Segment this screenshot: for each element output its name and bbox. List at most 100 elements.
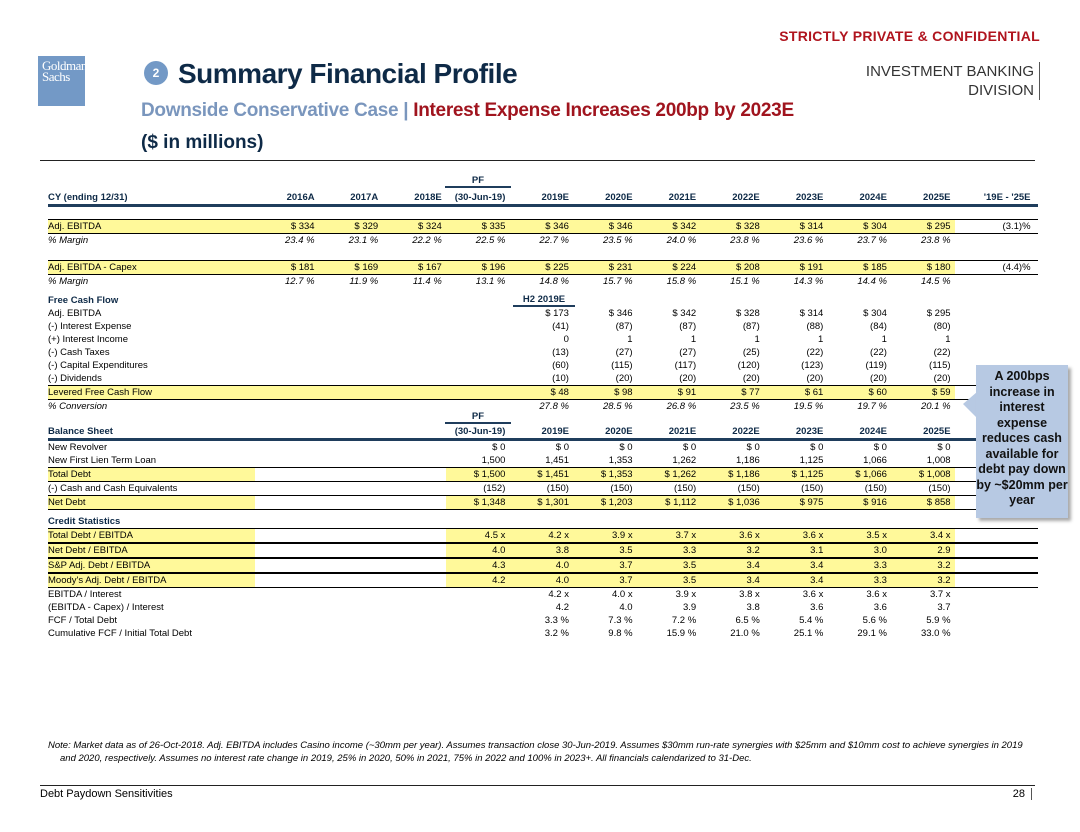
value-cell: 3.7: [572, 559, 637, 572]
value-cell: 19.5 %: [793, 401, 824, 412]
table-row: Net Debt / EBITDA 4.0 3.8 3.5 3.3 3.2 3.1 3.0 2.…: [48, 543, 1038, 558]
value-cell: [764, 515, 828, 528]
value-cell: $ 1,008: [890, 468, 955, 481]
value-cell: 23.4 %: [285, 235, 315, 246]
table-row: Adj. EBITDA $ 173 $ 346 $ 342 $ 328 $ 314 $ 30…: [48, 307, 1038, 320]
value-cell: (120): [737, 360, 760, 371]
table-row: (-) Cash and Cash Equivalents (152) (150) (…: [48, 482, 1038, 495]
value-cell: 19.7 %: [857, 401, 887, 412]
value-cell: (30-Jun-19): [454, 192, 506, 203]
value-cell: 2023E: [795, 426, 824, 437]
row-label: FCF / Total Debt: [48, 615, 117, 626]
value-cell: 1,066: [863, 455, 887, 466]
h2-2019e-label: H2 2019E: [513, 294, 575, 307]
value-cell: $ 0: [619, 442, 633, 453]
value-cell: (22): [870, 347, 887, 358]
value-cell: 3.3 %: [544, 615, 569, 626]
value-cell: (80): [933, 321, 951, 332]
value-cell: $ 858: [890, 496, 955, 509]
value-cell: (117): [674, 360, 697, 371]
row-label: Adj. EBITDA - Capex: [48, 261, 255, 274]
value-cell: [446, 400, 510, 413]
value-cell: 3.4: [700, 574, 764, 587]
cagr-cell: [955, 234, 1035, 247]
value-cell: $ 329: [318, 220, 383, 233]
value-cell: $ 1,066: [827, 468, 891, 481]
value-cell: 1: [690, 334, 697, 345]
table-row: S&P Adj. Debt / EBITDA 4.3 4.0 3.7 3.5 3.4 3.4…: [48, 558, 1038, 573]
value-cell: (87): [615, 321, 633, 332]
value-cell: $ 324: [382, 220, 446, 233]
value-cell: [319, 372, 383, 385]
value-cell: [573, 294, 637, 307]
subtitle-scenario: Interest Expense Increases 200bp by 2023…: [413, 100, 794, 121]
value-cell: [827, 294, 891, 307]
value-cell: $ 0: [937, 442, 951, 453]
value-cell: 23.5 %: [730, 401, 760, 412]
value-cell: 3.4 x: [890, 529, 955, 542]
value-cell: $ 1,500: [445, 468, 510, 481]
value-cell: (150): [737, 483, 760, 494]
table-row: EBITDA / Interest 4.2 x 4.0 x 3.9 x 3.8 x 3.6…: [48, 588, 1038, 601]
value-cell: [509, 294, 573, 307]
value-cell: [764, 294, 828, 307]
value-cell: [382, 307, 446, 320]
row-label: Total Debt: [48, 468, 255, 481]
value-cell: 1,125: [799, 455, 824, 466]
row-label: Free Cash Flow: [48, 295, 119, 306]
value-cell: 2020E: [605, 426, 633, 437]
value-cell: (152): [483, 483, 506, 494]
value-cell: 2016A: [286, 192, 315, 203]
value-cell: 3.2: [890, 559, 955, 572]
value-cell: $ 196: [445, 261, 510, 274]
value-cell: 2024E: [859, 426, 887, 437]
table-row: (-) Capital Expenditures (60) (115) (117) (1…: [48, 359, 1038, 372]
value-cell: 11.9 %: [349, 276, 379, 287]
row-label: Total Debt / EBITDA: [48, 529, 255, 542]
value-cell: [446, 333, 510, 346]
division-label: INVESTMENT BANKING DIVISION: [866, 62, 1040, 100]
value-cell: 2021E: [668, 192, 697, 203]
value-cell: $ 1,125: [763, 468, 828, 481]
value-cell: $ 48: [509, 386, 573, 399]
value-cell: 26.8 %: [666, 401, 697, 412]
value-cell: [446, 627, 510, 640]
value-cell: $ 173: [545, 308, 569, 319]
row-label: % Margin: [48, 276, 89, 287]
confidential-label: STRICTLY PRIVATE & CONFIDENTIAL: [779, 28, 1040, 44]
value-cell: 1: [627, 334, 633, 345]
cagr-cell: (4.4)%: [1002, 262, 1031, 273]
row-label: New First Lien Term Loan: [48, 455, 157, 466]
table-row: % Conversion 27.8 % 28.5 % 26.8 % 23.5 % 19.5…: [48, 400, 1038, 413]
value-cell: 15.1 %: [730, 276, 760, 287]
value-cell: $ 975: [763, 496, 828, 509]
value-cell: 1,500: [481, 455, 506, 466]
value-cell: [700, 294, 764, 307]
value-cell: (20): [679, 373, 697, 384]
value-cell: $ 169: [318, 261, 383, 274]
value-cell: [319, 346, 383, 359]
value-cell: 13.1 %: [475, 276, 506, 287]
row-label: (-) Interest Expense: [48, 321, 132, 332]
table-row: % Margin 12.7 % 11.9 % 11.4 % 13.1 % 14.8 % 15…: [48, 275, 1038, 288]
value-cell: (150): [864, 483, 887, 494]
value-cell: 3.5: [572, 544, 637, 557]
value-cell: [509, 515, 573, 528]
table-row: (EBITDA - Capex) / Interest 4.2 4.0 3.9 3.8 3…: [48, 601, 1038, 614]
value-cell: $ 346: [572, 220, 637, 233]
value-cell: 1,451: [545, 455, 569, 466]
callout-box: A 200bps increase in interest expense re…: [976, 365, 1068, 518]
free-cash-flow-table: Free Cash Flow Adj. EBITDA $ 173 $ 346 $ 342…: [48, 294, 1038, 413]
value-cell: 7.2 %: [671, 615, 697, 626]
value-cell: (10): [552, 373, 569, 384]
row-label: Adj. EBITDA: [48, 220, 255, 233]
footer-divider: [40, 785, 1035, 786]
value-cell: 3.4: [700, 559, 764, 572]
value-cell: $ 346: [608, 308, 633, 319]
section-number-badge: 2: [144, 61, 168, 85]
subtitle-case: Downside Conservative Case |: [141, 100, 409, 121]
value-cell: 21.0 %: [730, 628, 760, 639]
value-cell: (150): [673, 483, 697, 494]
value-cell: (119): [865, 360, 887, 371]
